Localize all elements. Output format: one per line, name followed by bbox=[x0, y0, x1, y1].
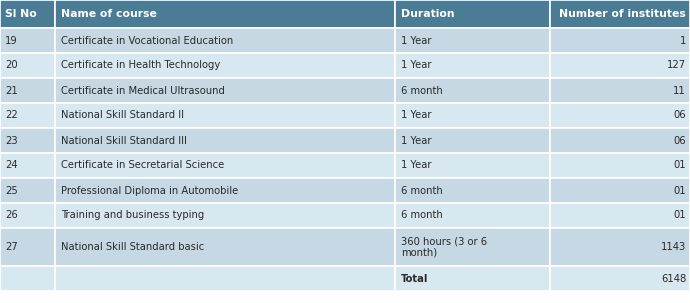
Bar bbox=[0, 128, 55, 153]
Bar bbox=[0, 178, 55, 203]
Text: 22: 22 bbox=[5, 111, 18, 121]
Bar bbox=[550, 0, 690, 28]
Text: Certificate in Secretarial Science: Certificate in Secretarial Science bbox=[61, 161, 224, 171]
Bar bbox=[550, 78, 690, 103]
Bar bbox=[55, 153, 395, 178]
Text: 21: 21 bbox=[5, 85, 18, 95]
Bar bbox=[395, 153, 550, 178]
Bar bbox=[0, 78, 55, 103]
Bar bbox=[0, 28, 55, 53]
Bar bbox=[0, 0, 55, 28]
Bar bbox=[395, 266, 550, 291]
Text: 1143: 1143 bbox=[661, 242, 686, 252]
Text: Certificate in Medical Ultrasound: Certificate in Medical Ultrasound bbox=[61, 85, 225, 95]
Bar bbox=[395, 103, 550, 128]
Text: 1 Year: 1 Year bbox=[401, 61, 431, 71]
Bar bbox=[395, 203, 550, 228]
Bar bbox=[55, 0, 395, 28]
Text: 01: 01 bbox=[673, 185, 686, 195]
Text: Total: Total bbox=[401, 274, 428, 284]
Bar bbox=[550, 266, 690, 291]
Text: Duration: Duration bbox=[401, 9, 455, 19]
Bar bbox=[55, 178, 395, 203]
Bar bbox=[550, 28, 690, 53]
Text: National Skill Standard basic: National Skill Standard basic bbox=[61, 242, 204, 252]
Text: 24: 24 bbox=[5, 161, 18, 171]
Text: 27: 27 bbox=[5, 242, 18, 252]
Text: 1 Year: 1 Year bbox=[401, 35, 431, 45]
Bar bbox=[55, 266, 395, 291]
Text: 6 month: 6 month bbox=[401, 185, 443, 195]
Bar bbox=[395, 178, 550, 203]
Text: 06: 06 bbox=[673, 135, 686, 145]
Text: 01: 01 bbox=[673, 211, 686, 221]
Bar bbox=[395, 128, 550, 153]
Bar bbox=[55, 28, 395, 53]
Bar bbox=[0, 103, 55, 128]
Text: 1 Year: 1 Year bbox=[401, 111, 431, 121]
Bar bbox=[395, 78, 550, 103]
Bar bbox=[55, 128, 395, 153]
Bar bbox=[550, 203, 690, 228]
Bar bbox=[395, 0, 550, 28]
Text: 127: 127 bbox=[667, 61, 686, 71]
Text: 23: 23 bbox=[5, 135, 18, 145]
Text: National Skill Standard III: National Skill Standard III bbox=[61, 135, 187, 145]
Bar bbox=[0, 203, 55, 228]
Bar bbox=[550, 178, 690, 203]
Text: 11: 11 bbox=[673, 85, 686, 95]
Bar bbox=[550, 153, 690, 178]
Bar bbox=[55, 203, 395, 228]
Text: 19: 19 bbox=[5, 35, 18, 45]
Bar bbox=[395, 53, 550, 78]
Text: 6 month: 6 month bbox=[401, 211, 443, 221]
Text: 360 hours (3 or 6
month): 360 hours (3 or 6 month) bbox=[401, 236, 487, 258]
Text: Certificate in Health Technology: Certificate in Health Technology bbox=[61, 61, 220, 71]
Text: National Skill Standard II: National Skill Standard II bbox=[61, 111, 184, 121]
Text: 1 Year: 1 Year bbox=[401, 161, 431, 171]
Text: Training and business typing: Training and business typing bbox=[61, 211, 204, 221]
Text: Certificate in Vocational Education: Certificate in Vocational Education bbox=[61, 35, 233, 45]
Bar bbox=[0, 228, 55, 266]
Bar bbox=[0, 53, 55, 78]
Text: 26: 26 bbox=[5, 211, 18, 221]
Text: 6148: 6148 bbox=[661, 274, 686, 284]
Bar bbox=[55, 228, 395, 266]
Bar bbox=[550, 128, 690, 153]
Text: 01: 01 bbox=[673, 161, 686, 171]
Text: 25: 25 bbox=[5, 185, 18, 195]
Text: Name of course: Name of course bbox=[61, 9, 157, 19]
Text: 1 Year: 1 Year bbox=[401, 135, 431, 145]
Text: Professional Diploma in Automobile: Professional Diploma in Automobile bbox=[61, 185, 238, 195]
Bar bbox=[395, 228, 550, 266]
Text: Sl No: Sl No bbox=[5, 9, 37, 19]
Bar bbox=[55, 78, 395, 103]
Bar bbox=[550, 103, 690, 128]
Bar bbox=[550, 53, 690, 78]
Bar bbox=[55, 103, 395, 128]
Bar bbox=[55, 53, 395, 78]
Bar bbox=[0, 266, 55, 291]
Text: 6 month: 6 month bbox=[401, 85, 443, 95]
Text: 1: 1 bbox=[680, 35, 686, 45]
Bar bbox=[550, 228, 690, 266]
Bar bbox=[395, 28, 550, 53]
Bar bbox=[0, 153, 55, 178]
Text: 20: 20 bbox=[5, 61, 18, 71]
Text: 06: 06 bbox=[673, 111, 686, 121]
Text: Number of institutes: Number of institutes bbox=[560, 9, 686, 19]
